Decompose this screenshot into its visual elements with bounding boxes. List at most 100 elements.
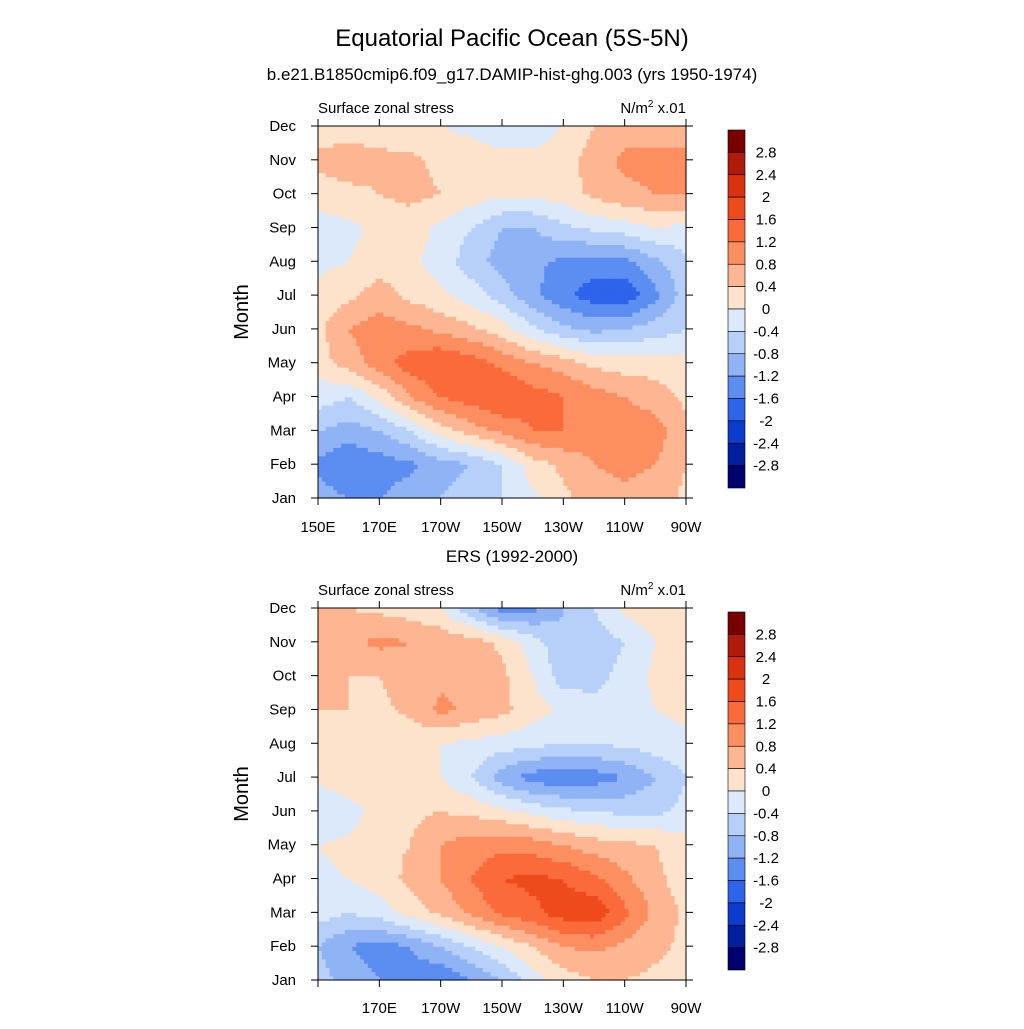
heatmap-cell <box>329 282 334 288</box>
heatmap-cell <box>517 392 522 398</box>
heatmap-cell <box>674 383 679 389</box>
heatmap-cell <box>563 459 568 465</box>
heatmap-cell <box>479 328 484 334</box>
heatmap-cell <box>402 481 407 486</box>
heatmap-cell <box>329 383 334 389</box>
heatmap-cell <box>459 400 465 406</box>
heatmap-cell <box>505 303 511 309</box>
heatmap-cell <box>502 481 507 486</box>
heatmap-cell <box>387 316 392 322</box>
heatmap-cell <box>341 451 346 457</box>
heatmap-cell <box>410 320 415 326</box>
heatmap-cell <box>494 430 499 436</box>
heatmap-cell <box>367 324 373 330</box>
heatmap-cell <box>479 426 484 431</box>
heatmap-cell <box>601 350 607 355</box>
heatmap-cell <box>559 476 564 482</box>
heatmap-cell <box>597 417 603 423</box>
heatmap-cell <box>663 417 668 423</box>
heatmap-cell <box>490 421 495 427</box>
heatmap-cell <box>433 421 438 427</box>
heatmap-cell <box>356 413 361 419</box>
heatmap-cell <box>609 303 614 309</box>
heatmap-cell <box>367 299 373 305</box>
heatmap-cell <box>367 400 373 406</box>
heatmap-cell <box>505 459 511 465</box>
heatmap-cell <box>628 290 633 296</box>
heatmap-cell <box>636 354 641 360</box>
heatmap-cell <box>559 443 564 448</box>
heatmap-cell <box>597 493 603 499</box>
heatmap-cell <box>498 485 503 491</box>
heatmap-cell <box>643 282 649 288</box>
heatmap-cell <box>429 328 434 334</box>
heatmap-cell <box>494 489 499 495</box>
heatmap-cell <box>578 459 584 465</box>
heatmap-cell <box>482 354 488 360</box>
heatmap-cell <box>383 350 388 355</box>
heatmap-cell <box>333 303 338 309</box>
heatmap-cell <box>517 375 522 381</box>
heatmap-cell <box>559 295 564 300</box>
heatmap-cell <box>371 337 377 343</box>
heatmap-cell <box>544 282 549 288</box>
heatmap-cell <box>390 282 396 288</box>
heatmap-cell <box>444 409 449 415</box>
heatmap-cell <box>387 426 392 431</box>
heatmap-cell <box>387 489 392 495</box>
heatmap-cell <box>387 405 392 410</box>
heatmap-cell <box>444 286 449 292</box>
heatmap-cell <box>444 430 449 436</box>
heatmap-cell <box>605 409 610 415</box>
heatmap-cell <box>341 396 346 402</box>
heatmap-cell <box>375 278 380 284</box>
heatmap-cell <box>624 299 630 305</box>
heatmap-cell <box>609 468 614 474</box>
heatmap-cell <box>640 383 645 389</box>
heatmap-cell <box>490 383 495 389</box>
heatmap-cell <box>636 345 641 351</box>
heatmap-cell <box>348 324 354 330</box>
heatmap-cell <box>682 383 687 389</box>
heatmap-cell <box>525 333 530 338</box>
heatmap-cell <box>421 481 426 486</box>
heatmap-cell <box>509 354 515 360</box>
heatmap-cell <box>344 388 350 393</box>
heatmap-cell <box>402 303 407 309</box>
heatmap-cell <box>551 290 557 296</box>
heatmap-cell <box>574 366 580 372</box>
heatmap-cell <box>486 489 492 495</box>
heatmap-cell <box>356 303 361 309</box>
heatmap-cell <box>502 354 507 360</box>
heatmap-cell <box>352 320 357 326</box>
heatmap-cell <box>509 443 515 448</box>
heatmap-cell <box>659 443 664 448</box>
heatmap-cell <box>655 405 660 410</box>
heatmap-cell <box>329 278 334 284</box>
heatmap-cell <box>325 451 331 457</box>
heatmap-cell <box>582 468 587 474</box>
heatmap-cell <box>425 337 430 343</box>
heatmap-cell <box>364 362 369 368</box>
heatmap-cell <box>678 400 683 406</box>
heatmap-cell <box>582 295 587 300</box>
heatmap-cell <box>551 417 557 423</box>
heatmap-cell <box>663 409 668 415</box>
heatmap-cell <box>632 405 637 410</box>
heatmap-cell <box>567 426 572 431</box>
heatmap-cell <box>594 396 599 402</box>
heatmap-cell <box>344 447 350 453</box>
heatmap-cell <box>663 341 668 347</box>
heatmap-cell <box>425 413 430 419</box>
heatmap-cell <box>536 472 541 478</box>
heatmap-cell <box>387 345 392 351</box>
heatmap-cell <box>318 485 323 491</box>
heatmap-cell <box>375 417 380 423</box>
heatmap-cell <box>663 443 668 448</box>
heatmap-cell <box>678 295 683 300</box>
heatmap-cell <box>417 341 423 347</box>
heatmap-cell <box>467 350 472 355</box>
heatmap-cell <box>509 485 515 491</box>
heatmap-cell <box>521 290 526 296</box>
heatmap-cell <box>628 409 633 415</box>
